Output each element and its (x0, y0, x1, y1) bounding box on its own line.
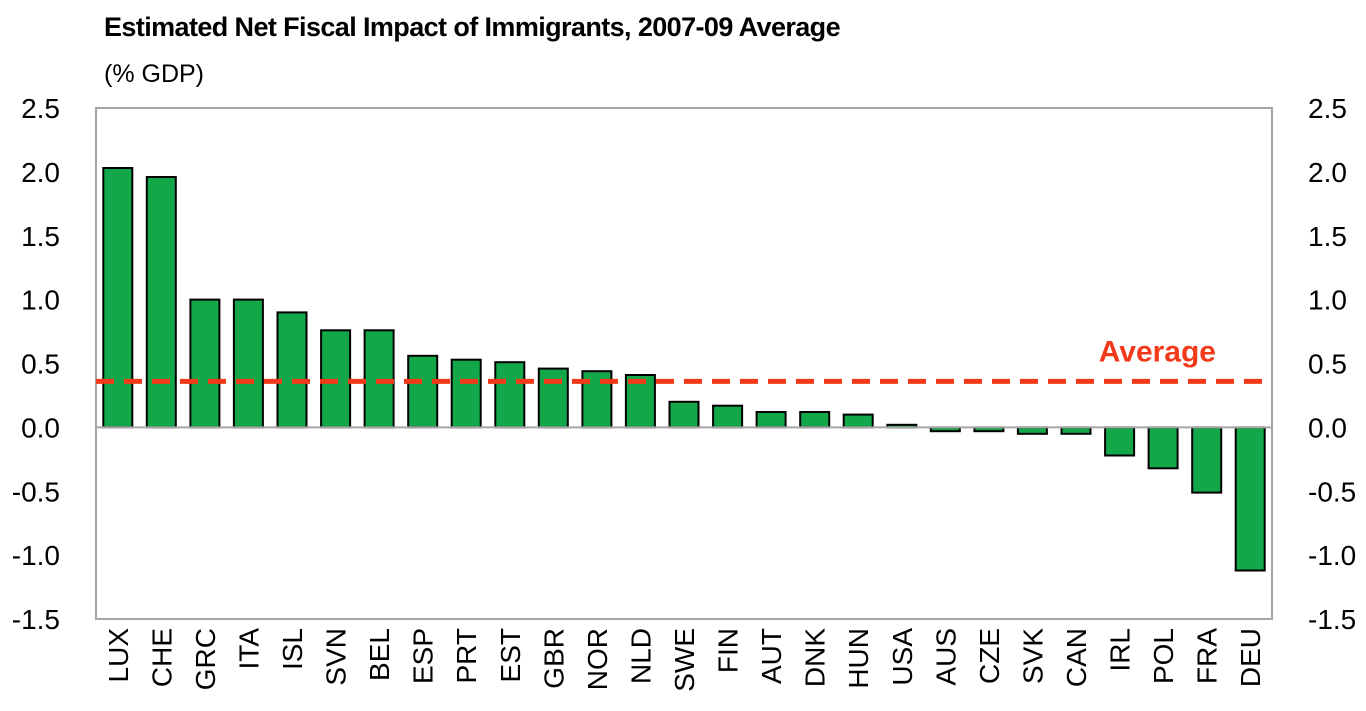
y-tick-left: -1.5 (12, 604, 60, 635)
y-tick-left: -0.5 (12, 476, 60, 507)
bar-bel (363, 329, 395, 429)
x-tick-aut: AUT (756, 628, 787, 684)
bar-svn (320, 329, 352, 429)
bar-grc (189, 298, 221, 429)
bar-deu (1234, 426, 1266, 572)
bars-group (96, 167, 1272, 572)
x-axis-labels: LUX CHE GRC ITA ISL SVN BEL ESP PRT EST GBR NOR NLD S… (103, 628, 1266, 692)
x-tick-irl: IRL (1105, 628, 1136, 672)
average-group: Average (96, 335, 1272, 384)
bar-gbr (537, 367, 569, 429)
x-tick-fra: FRA (1192, 628, 1223, 684)
x-tick-est: EST (495, 628, 526, 682)
x-tick-dnk: DNK (800, 628, 831, 687)
x-tick-fin: FIN (713, 628, 744, 673)
x-tick-esp: ESP (408, 628, 439, 684)
bar-aut (755, 411, 787, 429)
x-tick-cze: CZE (974, 628, 1005, 684)
x-tick-prt: PRT (451, 628, 482, 684)
y-tick-right: 1.5 (1308, 221, 1347, 252)
y-tick-left: 1.0 (21, 285, 60, 316)
y-tick-left: 0.0 (21, 412, 60, 443)
bar-lux (102, 167, 134, 429)
x-tick-nor: NOR (582, 628, 613, 690)
x-tick-can: CAN (1061, 628, 1092, 687)
bar-fra (1191, 426, 1223, 494)
x-tick-ita: ITA (233, 628, 264, 670)
chart-title: Estimated Net Fiscal Impact of Immigrant… (104, 12, 841, 42)
x-tick-swe: SWE (669, 628, 700, 692)
bar-isl (276, 311, 308, 429)
y-axis-right: 2.5 2.0 1.5 1.0 0.5 0.0 -0.5 -1.0 -1.5 (1308, 93, 1356, 635)
x-tick-gbr: GBR (538, 628, 569, 689)
y-tick-left: 1.5 (21, 221, 60, 252)
bar-pol (1147, 426, 1179, 470)
plot-frame (95, 107, 1273, 620)
bar-ita (232, 298, 264, 429)
bar-esp (407, 354, 439, 429)
x-tick-nld: NLD (625, 628, 656, 684)
x-tick-deu: DEU (1235, 628, 1266, 687)
x-tick-bel: BEL (364, 628, 395, 681)
y-tick-right: -1.0 (1308, 540, 1356, 571)
y-tick-right: 2.5 (1308, 93, 1347, 124)
y-tick-right: 2.0 (1308, 157, 1347, 188)
x-tick-pol: POL (1148, 628, 1179, 684)
x-tick-che: CHE (146, 628, 177, 687)
x-tick-svk: SVK (1017, 628, 1048, 684)
x-tick-aus: AUS (930, 628, 961, 686)
bar-est (494, 361, 526, 429)
bar-che (145, 176, 177, 429)
x-tick-svn: SVN (321, 628, 352, 686)
x-tick-grc: GRC (190, 628, 221, 690)
x-tick-isl: ISL (277, 628, 308, 670)
y-tick-right: -0.5 (1308, 476, 1356, 507)
bar-irl (1104, 426, 1136, 457)
bar-hun (842, 413, 874, 429)
y-tick-left: -1.0 (12, 540, 60, 571)
x-tick-lux: LUX (103, 628, 134, 683)
bar-dnk (799, 411, 831, 429)
y-axis-left: 2.5 2.0 1.5 1.0 0.5 0.0 -0.5 -1.0 -1.5 (12, 93, 60, 635)
y-tick-left: 2.0 (21, 157, 60, 188)
chart-subtitle: (% GDP) (104, 60, 204, 88)
x-tick-usa: USA (887, 628, 918, 686)
y-tick-left: 0.5 (21, 349, 60, 380)
bar-prt (450, 358, 482, 429)
average-label: Average (1099, 335, 1216, 368)
y-tick-left: 2.5 (21, 93, 60, 124)
bar-swe (668, 400, 700, 429)
x-tick-hun: HUN (843, 628, 874, 689)
y-tick-right: 0.5 (1308, 349, 1347, 380)
y-tick-right: 0.0 (1308, 412, 1347, 443)
bar-fin (712, 404, 744, 429)
y-tick-right: 1.0 (1308, 285, 1347, 316)
y-tick-right: -1.5 (1308, 604, 1356, 635)
